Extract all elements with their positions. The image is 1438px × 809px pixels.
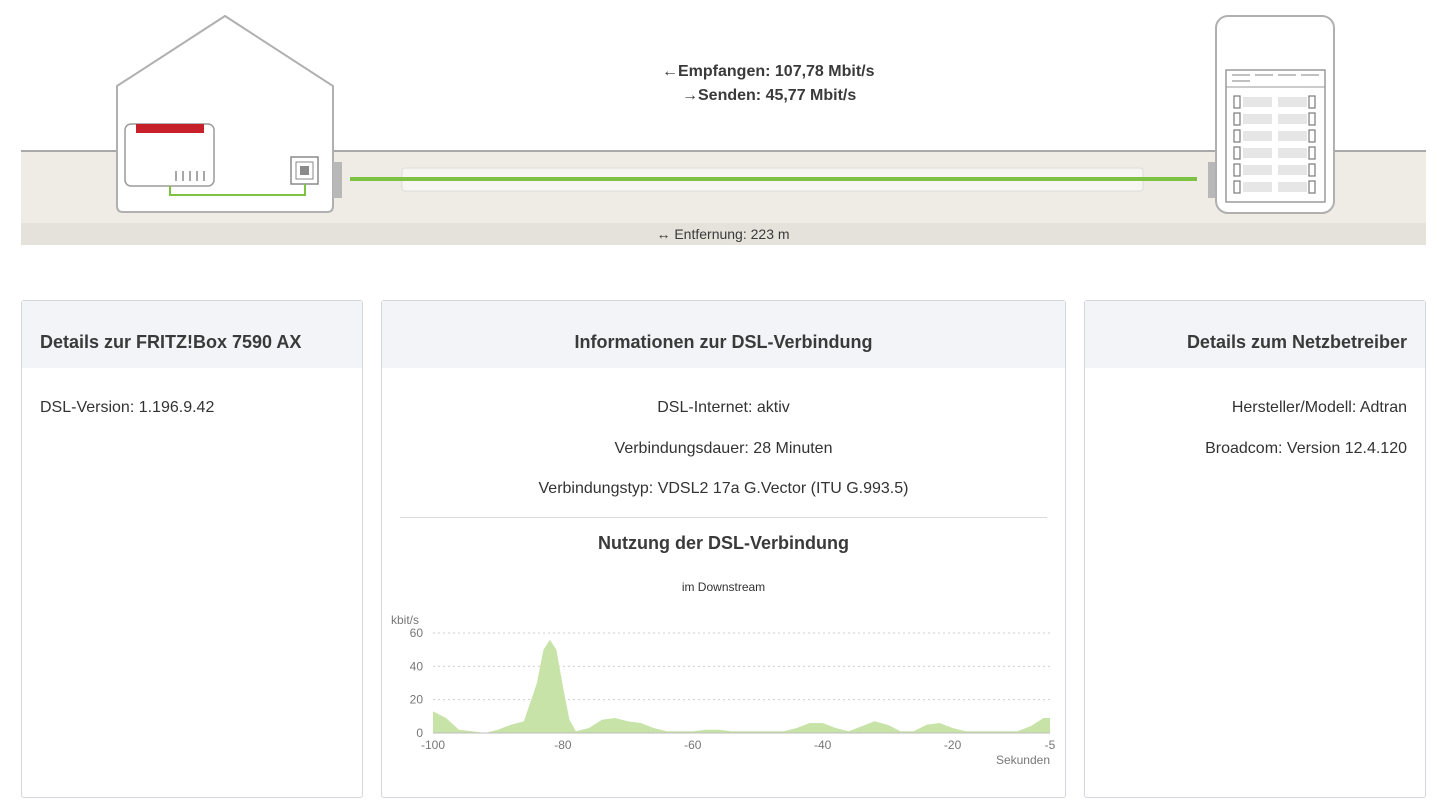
x-tick-label: -20	[944, 738, 962, 752]
panel-title: Details zur FRITZ!Box 7590 AX	[22, 301, 362, 368]
panel-title: Details zum Netzbetreiber	[1085, 301, 1425, 368]
cabinet-slot	[1243, 182, 1272, 192]
usage-area	[433, 639, 1050, 733]
internet-status: DSL-Internet: aktiv	[657, 399, 790, 416]
distance-label: Entfernung: 223 m	[674, 226, 790, 242]
arrow-right-icon: →	[682, 87, 698, 104]
provider-details-panel: Details zum Netzbetreiber Hersteller/Mod…	[1084, 300, 1426, 798]
cabinet-port-icon	[1308, 146, 1316, 160]
cabinet-port-icon	[1308, 163, 1316, 177]
divider	[400, 517, 1047, 518]
cabinet-slot	[1278, 97, 1307, 107]
wall-socket-icon	[290, 156, 319, 185]
usage-title: Nutzung der DSL-Verbindung	[598, 533, 849, 553]
cabinet-slot	[1278, 131, 1307, 141]
house-icon	[116, 14, 334, 213]
cabinet-slot	[1278, 114, 1307, 124]
x-tick-label: -100	[421, 738, 445, 752]
y-axis-label: kbit/s	[391, 613, 419, 627]
y-tick-label: 60	[410, 626, 424, 640]
manufacturer-model: Hersteller/Modell: Adtran	[1231, 399, 1407, 416]
cabinet-port-icon	[1233, 129, 1241, 143]
x-tick-label: -60	[684, 738, 702, 752]
y-tick-label: 40	[410, 659, 424, 673]
cabinet-port-icon	[1308, 129, 1316, 143]
y-tick-label: 0	[416, 726, 423, 740]
connection-duration: Verbindungsdauer: 28 Minuten	[614, 440, 833, 457]
cabinet-port-icon	[1308, 112, 1316, 126]
router-icon	[124, 123, 215, 187]
receive-rate: ←Empfangen: 107,78 Mbit/s	[662, 60, 875, 84]
distance: ↔ Entfernung: 223 m	[0, 226, 1438, 242]
cabinet-port-icon	[1233, 163, 1241, 177]
cabinet-slot	[1278, 165, 1307, 175]
cabinet-slot	[1278, 148, 1307, 158]
cabinet-port-icon	[1233, 180, 1241, 194]
distance-band	[21, 223, 1426, 245]
send-label: Senden: 45,77 Mbit/s	[698, 87, 857, 104]
house-connector	[333, 162, 342, 198]
cabinet-port-icon	[1233, 112, 1241, 126]
connection-scene: ←Empfangen: 107,78 Mbit/s →Senden: 45,77…	[0, 0, 1438, 250]
exchange-connector	[1208, 162, 1217, 198]
cabinet-port-icon	[1233, 146, 1241, 160]
cabinet-slot	[1243, 148, 1272, 158]
broadcom-version: Broadcom: Version 12.4.120	[1205, 440, 1407, 457]
downstream-usage-chart: 0 20 40 60 -100 -80 -60 -40 -20 -5 kbit/s Sekunden	[391, 613, 1056, 767]
dsl-version: DSL-Version: 1.196.9.42	[40, 399, 215, 416]
send-rate: →Senden: 45,77 Mbit/s	[682, 84, 856, 108]
x-axis-label: Sekunden	[996, 753, 1050, 767]
cabinet-slot	[1278, 182, 1307, 192]
connection-illustration	[21, 14, 1426, 245]
connection-type: Verbindungstyp: VDSL2 17a G.Vector (ITU …	[538, 480, 909, 497]
receive-label: Empfangen: 107,78 Mbit/s	[678, 63, 875, 80]
double-arrow-icon: ↔	[656, 226, 671, 242]
panel-title: Informationen zur DSL-Verbindung	[382, 301, 1065, 368]
cabinet-port-icon	[1233, 95, 1241, 109]
cabinet-port-icon	[1308, 180, 1316, 194]
exchange-cabinet-icon	[1215, 15, 1335, 214]
x-tick-label: -5	[1045, 738, 1056, 752]
arrow-left-icon: ←	[662, 63, 678, 80]
y-tick-label: 20	[410, 693, 424, 707]
dsl-info-panel: Informationen zur DSL-Verbindung DSL-Int…	[381, 300, 1066, 798]
cabinet-slot	[1243, 131, 1272, 141]
x-tick-label: -80	[554, 738, 572, 752]
cabinet-slot	[1243, 165, 1272, 175]
cabinet-port-icon	[1308, 95, 1316, 109]
cabinet-slot	[1243, 97, 1272, 107]
usage-subtitle: im Downstream	[681, 580, 766, 594]
x-tick-label: -40	[814, 738, 832, 752]
fritzbox-details-panel: Details zur FRITZ!Box 7590 AX DSL-Versio…	[21, 300, 363, 798]
cabinet-slot	[1243, 114, 1272, 124]
